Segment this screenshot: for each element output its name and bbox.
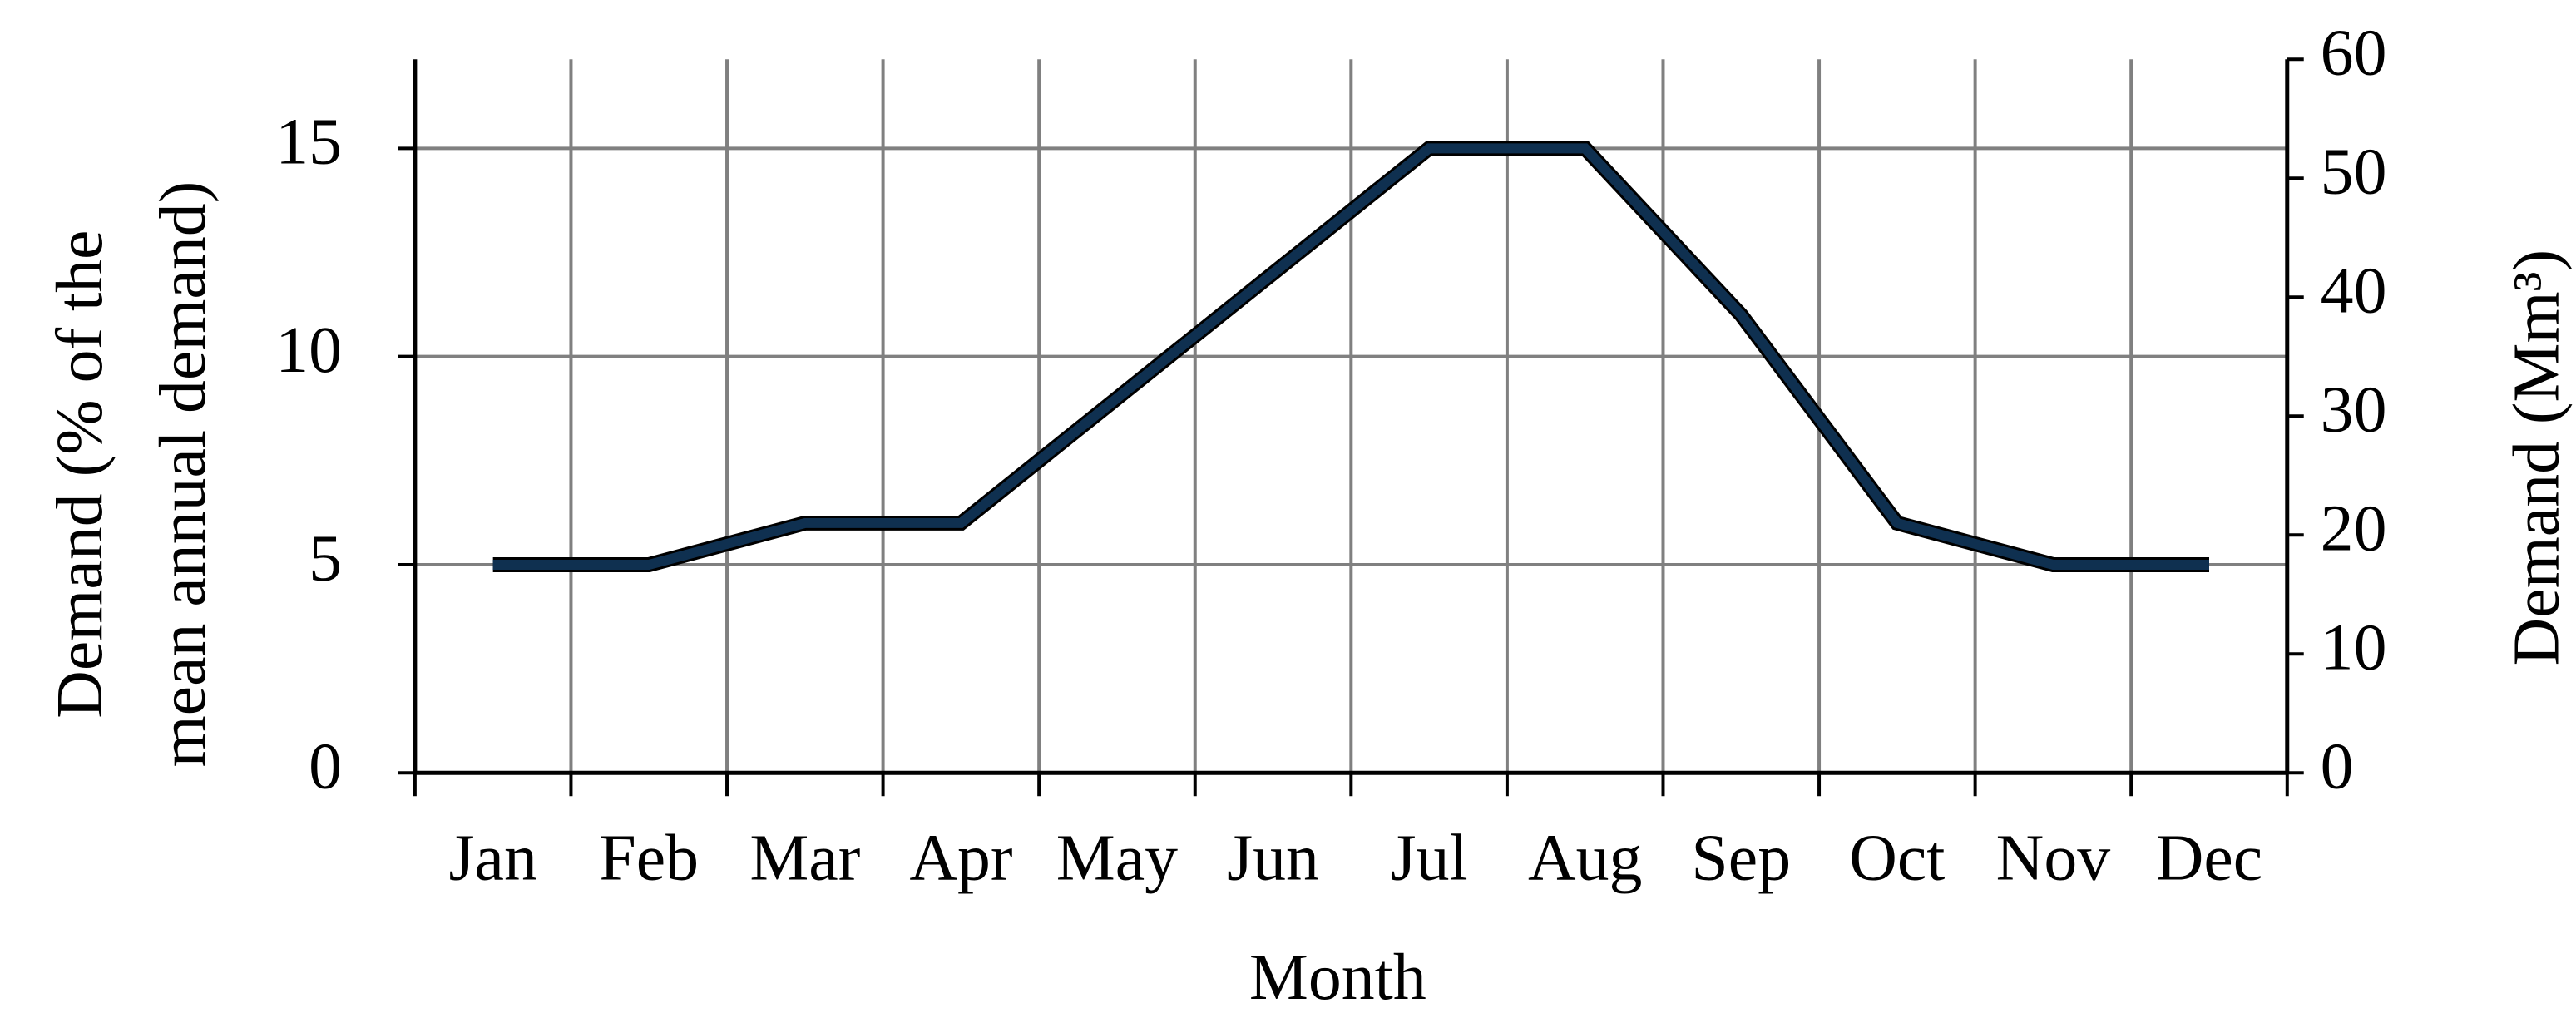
- y2-tick-label: 60: [2321, 17, 2387, 90]
- line-series: [492, 143, 2209, 570]
- y-tick-label: 5: [309, 521, 342, 595]
- y2-tick-label: 10: [2321, 611, 2387, 685]
- x-tick-label: Sep: [1691, 821, 1791, 894]
- x-axis-title: Month: [1249, 941, 1426, 1014]
- x-tick-label: Jul: [1391, 821, 1468, 894]
- x-tick-label: Aug: [1528, 821, 1642, 894]
- y2-tick-label: 0: [2321, 730, 2354, 803]
- y2-tick-label: 50: [2321, 136, 2387, 209]
- x-tick-label: Jan: [448, 821, 536, 894]
- y-tick-label: 10: [275, 314, 342, 387]
- x-tick-label: Mar: [749, 821, 860, 894]
- x-tick-label: Apr: [909, 821, 1012, 894]
- y-axis-title: mean annual demand): [146, 181, 220, 768]
- y-tick-label: 15: [275, 106, 342, 179]
- x-tick-label: Dec: [2156, 821, 2262, 894]
- y2-tick-label: 30: [2321, 373, 2387, 447]
- y2-axis-title: Demand (Mm³): [2499, 250, 2573, 665]
- x-tick-label: Jun: [1227, 821, 1319, 894]
- x-tick-label: Nov: [1996, 821, 2111, 894]
- x-tick-label: Oct: [1849, 821, 1945, 894]
- x-tick-label: Feb: [599, 821, 699, 894]
- y2-tick-label: 40: [2321, 255, 2387, 328]
- y-axis-title: Demand (% of the: [43, 230, 116, 719]
- y2-tick-label: 20: [2321, 492, 2387, 566]
- y-tick-label: 0: [309, 730, 342, 803]
- x-tick-label: May: [1056, 821, 1178, 894]
